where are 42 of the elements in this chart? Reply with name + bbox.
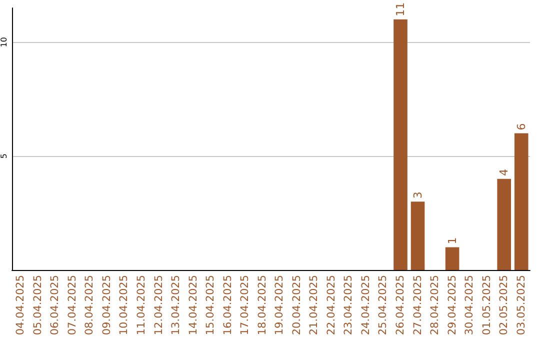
bar [514, 133, 528, 270]
x-tick-label: 04.04.2025 [14, 275, 27, 336]
x-tick-label: 29.04.2025 [446, 275, 458, 336]
x-tick-label: 13.04.2025 [170, 275, 182, 336]
x-tick-label: 25.04.2025 [377, 275, 390, 336]
x-tick-label: 26.04.2025 [394, 275, 406, 336]
x-tick-label: 07.04.2025 [66, 275, 78, 336]
y-tick-label: 10 [0, 37, 8, 48]
bar [445, 247, 460, 270]
data-label: 11 [394, 2, 407, 16]
x-tick-label: 27.04.2025 [412, 275, 424, 336]
x-tick-label: 19.04.2025 [274, 275, 286, 336]
x-tick-label: 09.04.2025 [100, 275, 113, 336]
x-tick-label: 30.04.2025 [464, 275, 476, 336]
data-label: 3 [411, 192, 424, 199]
x-tick-label: 01.05.2025 [480, 275, 493, 336]
x-tick-label: 14.04.2025 [187, 275, 200, 336]
data-label: 6 [514, 123, 528, 130]
x-tick-label: 12.04.2025 [152, 275, 165, 336]
x-tick-label: 10.04.2025 [118, 275, 130, 336]
bar [394, 19, 408, 270]
x-tick-label: 17.04.2025 [239, 275, 252, 336]
x-tick-label: 24.04.2025 [360, 275, 372, 336]
x-tick-label: 20.04.2025 [290, 275, 303, 336]
x-tick-label: 05.04.2025 [32, 275, 44, 336]
bar [410, 202, 425, 270]
x-tick-label: 15.04.2025 [204, 275, 217, 336]
x-tick-label: 02.05.2025 [498, 275, 510, 336]
x-tick-label: 22.04.2025 [325, 275, 338, 336]
x-tick-label: 08.04.2025 [84, 275, 96, 336]
data-label: 4 [498, 168, 511, 176]
x-tick-label: 11.04.2025 [136, 275, 148, 336]
data-label: 1 [446, 237, 459, 244]
bar [497, 178, 512, 270]
x-tick-label: 03.05.2025 [515, 275, 528, 336]
x-tick-label: 06.04.2025 [49, 275, 62, 336]
x-tick-label: 28.04.2025 [429, 275, 442, 336]
x-tick-label: 21.04.2025 [308, 275, 320, 336]
x-tick-label: 23.04.2025 [342, 275, 355, 336]
x-tick-label: 18.04.2025 [256, 275, 268, 336]
x-tick-label: 16.04.2025 [222, 275, 234, 336]
y-tick-label: 5 [0, 154, 8, 159]
